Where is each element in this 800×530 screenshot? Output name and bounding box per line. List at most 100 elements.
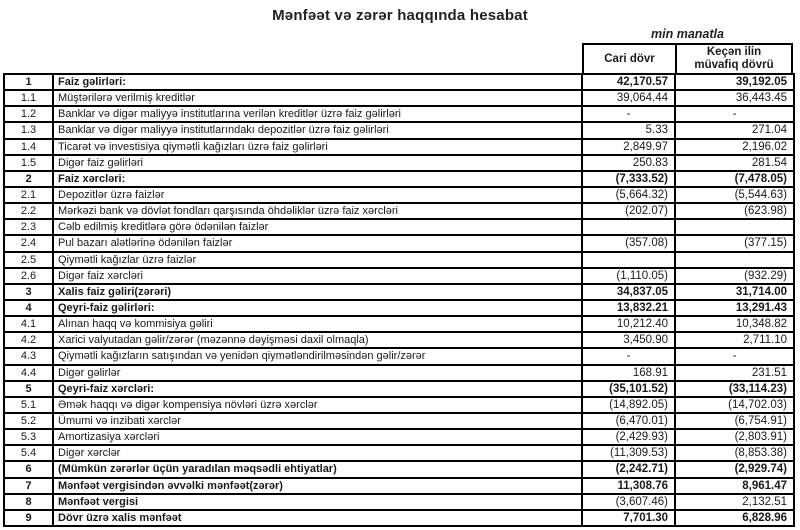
row-value-current: 11,308.76 xyxy=(581,476,676,495)
row-value-previous: 8,961.47 xyxy=(674,476,795,495)
row-value-current: 168.91 xyxy=(581,363,676,382)
row-value-current: (202.07) xyxy=(581,202,676,221)
table-row: 3 Xalis faiz gəliri(zərəri) 34,837.05 31,71… xyxy=(3,282,795,301)
row-value-current: 250.83 xyxy=(581,153,676,172)
row-value-current: (14,892.05) xyxy=(581,395,676,414)
row-value-current: (6,470.01) xyxy=(581,411,676,431)
table-row: 7 Mənfəət vergisindən əvvəlki mənfəət(zər… xyxy=(3,476,795,495)
row-value-previous: (7,478.05) xyxy=(674,169,795,188)
row-label: Əmək haqqı və digər kompensiya növləri ü… xyxy=(52,395,583,414)
row-number: 5.4 xyxy=(3,444,54,463)
row-label: Mərkəzi bank və dövlət fondları qarşısın… xyxy=(52,202,583,221)
table-row: 1.3 Banklar və digər maliyyə institutları… xyxy=(3,121,795,140)
row-value-current: 3,450.90 xyxy=(581,331,676,350)
row-value-previous: (623.98) xyxy=(674,202,795,221)
table-row: 5.1 Əmək haqqı və digər kompensiya növlər… xyxy=(3,395,795,414)
row-value-previous: (14,702.03) xyxy=(674,395,795,414)
row-number: 2.4 xyxy=(3,234,54,253)
row-number: 8 xyxy=(3,492,54,511)
row-label: Mənfəət vergisindən əvvəlki mənfəət(zərə… xyxy=(52,476,583,495)
row-value-current: (35,101.52) xyxy=(581,379,676,398)
row-number: 2.2 xyxy=(3,202,54,221)
row-value-current: 42,170.57 xyxy=(581,72,676,92)
row-number: 9 xyxy=(3,508,54,528)
row-label: Banklar və digər maliyyə institutlarına … xyxy=(52,105,583,124)
table-row: 2.2 Mərkəzi bank və dövlət fondları qarşı… xyxy=(3,202,795,221)
row-number: 2.6 xyxy=(3,266,54,285)
profit-loss-table: 1 Faiz gəlirləri: 42,170.57 39,192.05 1.1 Müş… xyxy=(3,72,795,528)
row-value-previous: (8,853.38) xyxy=(674,444,795,463)
row-value-previous: 10,348.82 xyxy=(674,315,795,334)
row-number: 5.1 xyxy=(3,395,54,414)
row-value-previous: (2,803.91) xyxy=(674,428,795,447)
row-number: 1.1 xyxy=(3,89,54,108)
table-row: 1.5 Digər faiz gəlirləri 250.83 281.54 xyxy=(3,153,795,172)
row-number: 4 xyxy=(3,298,54,318)
table-row: 2.1 Depozitlər üzrə faizlər (5,664.32) (5,5… xyxy=(3,185,795,205)
row-number: 4.2 xyxy=(3,331,54,350)
row-label: Ticarət və investisiya qiymətli kağızlar… xyxy=(52,137,583,156)
row-label: Dövr üzrə xalis mənfəət xyxy=(52,508,583,528)
row-value-current: 5.33 xyxy=(581,121,676,140)
row-number: 4.1 xyxy=(3,315,54,334)
row-number: 6 xyxy=(3,460,54,479)
row-value-previous: (5,544.63) xyxy=(674,185,795,205)
table-row: 4.2 Xarici valyutadan gəlir/zərər (məzənn… xyxy=(3,331,795,350)
row-label: Xalis faiz gəliri(zərəri) xyxy=(52,282,583,301)
table-row: 2.6 Digər faiz xərcləri (1,110.05) (932.29) xyxy=(3,266,795,285)
row-value-previous: (377.15) xyxy=(674,234,795,253)
table-row: 4 Qeyri-faiz gəlirləri: 13,832.21 13,291.43 xyxy=(3,298,795,318)
row-number: 2.3 xyxy=(3,218,54,237)
row-value-previous xyxy=(674,218,795,237)
row-number: 1 xyxy=(3,72,54,92)
row-label: Ümumi və inzibati xərclər xyxy=(52,411,583,431)
row-value-previous: (33,114.23) xyxy=(674,379,795,398)
row-value-current: 2,849.97 xyxy=(581,137,676,156)
row-number: 2 xyxy=(3,169,54,188)
row-label: Müştərilərə verilmiş kreditlər xyxy=(52,89,583,108)
row-label: Qeyri-faiz gəlirləri: xyxy=(52,298,583,318)
row-value-previous: (2,929.74) xyxy=(674,460,795,479)
row-label: Depozitlər üzrə faizlər xyxy=(52,185,583,205)
table-row: 1.1 Müştərilərə verilmiş kreditlər 39,064.… xyxy=(3,89,795,108)
row-value-previous: - xyxy=(674,347,795,366)
row-label: (Mümkün zərərlər üçün yaradılan məqsədli… xyxy=(52,460,583,479)
row-value-current: (3,607.46) xyxy=(581,492,676,511)
table-row: 2.3 Cəlb edilmiş kreditlərə görə ödənilən… xyxy=(3,218,795,237)
table-row: 1.4 Ticarət və investisiya qiymətli kağız… xyxy=(3,137,795,156)
table-row: 9 Dövr üzrə xalis mənfəət 7,701.30 6,828.96 xyxy=(3,508,795,528)
table-row: 5 Qeyri-faiz xərcləri: (35,101.52) (33,114.… xyxy=(3,379,795,398)
row-value-current: (357.08) xyxy=(581,234,676,253)
row-value-previous: (6,754.91) xyxy=(674,411,795,431)
column-header-previous-period: Keçən ilin müvafiq dövrü xyxy=(694,46,774,71)
row-number: 1.4 xyxy=(3,137,54,156)
row-number: 5.2 xyxy=(3,411,54,431)
table-row: 5.3 Amortizasiya xərcləri (2,429.93) (2,803… xyxy=(3,428,795,447)
row-value-current: - xyxy=(581,105,676,124)
table-row: 2.4 Pul bazarı alətlərinə ödənilən faizlə… xyxy=(3,234,795,253)
row-number: 2.5 xyxy=(3,250,54,269)
row-number: 7 xyxy=(3,476,54,495)
row-value-previous: (932.29) xyxy=(674,266,795,285)
table-row: 5.4 Digər xərclər (11,309.53) (8,853.38) xyxy=(3,444,795,463)
row-number: 5.3 xyxy=(3,428,54,447)
row-label: Pul bazarı alətlərinə ödənilən faizlər xyxy=(52,234,583,253)
row-value-current: - xyxy=(581,347,676,366)
row-value-previous xyxy=(674,250,795,269)
row-label: Qiymətli kağızlar üzrə faizlər xyxy=(52,250,583,269)
table-row: 5.2 Ümumi və inzibati xərclər (6,470.01) (6… xyxy=(3,411,795,431)
row-value-previous: 13,291.43 xyxy=(674,298,795,318)
table-row: 4.4 Digər gəlirlər 168.91 231.51 xyxy=(3,363,795,382)
row-value-current: 13,832.21 xyxy=(581,298,676,318)
row-value-previous: 271.04 xyxy=(674,121,795,140)
row-label: Qeyri-faiz xərcləri: xyxy=(52,379,583,398)
row-label: Amortizasiya xərcləri xyxy=(52,428,583,447)
row-label: Banklar və digər maliyyə institutlarında… xyxy=(52,121,583,140)
row-value-current xyxy=(581,218,676,237)
table-row: 6 (Mümkün zərərlər üçün yaradılan məqsədl… xyxy=(3,460,795,479)
row-number: 4.4 xyxy=(3,363,54,382)
row-label: Faiz gəlirləri: xyxy=(52,72,583,92)
row-value-previous: 281.54 xyxy=(674,153,795,172)
column-header-current-period: Cari dövr xyxy=(584,45,677,73)
